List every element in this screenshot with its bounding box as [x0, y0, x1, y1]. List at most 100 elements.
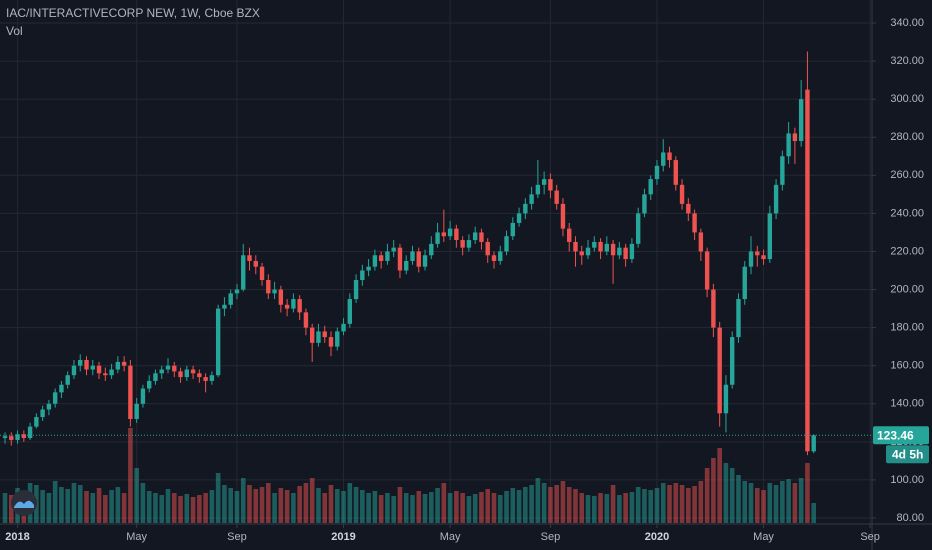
candle-body [560, 203, 566, 229]
candle-body [723, 384, 729, 414]
candle-body [222, 304, 227, 309]
candle-body [153, 373, 158, 381]
candle-body [15, 434, 20, 440]
logo[interactable] [11, 490, 37, 516]
volume-bar [686, 488, 691, 523]
candle-body [90, 365, 95, 370]
volume-bar [673, 483, 679, 523]
volume-bar [711, 458, 716, 523]
volume-bar [8, 495, 14, 523]
volume-bar [59, 487, 64, 523]
candle-body [40, 409, 45, 418]
candle-body [297, 299, 302, 313]
candle-body [34, 417, 39, 427]
y-tick-label: 180.00 [890, 322, 924, 334]
volume-bar [52, 481, 58, 523]
candle-body [573, 241, 578, 252]
volume-bar [328, 485, 334, 523]
candle-body [65, 375, 70, 385]
volume-bar [253, 489, 259, 523]
volume-bar [84, 491, 89, 523]
volume-bar [560, 481, 566, 523]
volume-bar [610, 485, 616, 523]
candle-body [780, 156, 785, 185]
candle-body [322, 331, 327, 338]
volume-bar [259, 487, 265, 523]
volume-bar [654, 488, 660, 523]
volume-bar [535, 478, 541, 523]
volume-bar [479, 492, 484, 523]
volume-bar [128, 428, 133, 523]
candle-body [328, 337, 334, 347]
volume-bar [334, 489, 340, 523]
volume-bar [159, 495, 165, 523]
volume-bar [554, 485, 559, 523]
volume-bar [504, 491, 509, 523]
volume-bar [598, 493, 603, 523]
candle-body [291, 299, 296, 309]
volume-bar [723, 463, 729, 523]
candle-body [404, 260, 409, 271]
volume-bar [353, 487, 359, 523]
y-tick-label: 80.00 [896, 512, 924, 524]
volume-bar [209, 490, 215, 523]
volume-bar [497, 495, 503, 523]
candle-body [140, 388, 146, 404]
candle-body [648, 179, 653, 195]
logo-shape[interactable] [14, 500, 34, 508]
candle-body [698, 232, 704, 252]
volume-bar [103, 495, 108, 523]
volume-bar [773, 485, 779, 523]
candle-body [366, 266, 371, 271]
candle-body [454, 228, 459, 241]
candle-body [416, 251, 421, 267]
logo-circle[interactable] [11, 490, 37, 516]
last-price-label: 123.46 [877, 428, 914, 442]
countdown-box [886, 445, 929, 464]
candle-body [598, 241, 603, 252]
y-tick-label: 280.00 [890, 131, 924, 143]
volume-bar [736, 475, 741, 523]
candle-body [341, 323, 346, 332]
candle-body [128, 365, 133, 419]
volume-bar [635, 487, 641, 523]
volume-bar [466, 496, 472, 523]
candle-body [686, 203, 691, 214]
candle-body [410, 251, 415, 261]
candle-body [604, 243, 610, 252]
volume-bar [215, 473, 221, 523]
volume-bar [780, 481, 785, 523]
candle-body [491, 255, 497, 261]
volume-bar [516, 490, 522, 523]
volume-label: Vol [6, 24, 23, 38]
volume-bar [491, 493, 497, 523]
candle-body [805, 89, 810, 452]
candle-body [704, 251, 710, 290]
candle-body [466, 240, 472, 248]
candle-body [460, 240, 465, 248]
volume-bar [284, 490, 290, 523]
volume-bar [541, 483, 547, 523]
volume-bar [90, 493, 96, 523]
volume-bar [303, 483, 309, 523]
candle-body [679, 184, 685, 204]
candle-body [498, 251, 503, 261]
volume-bar [278, 488, 284, 523]
candle-body [78, 359, 83, 366]
volume-bar [510, 488, 516, 523]
volume-bar [197, 495, 202, 523]
volume-bar [422, 494, 428, 523]
candle-body [2, 436, 8, 439]
candle-body [422, 255, 428, 267]
volume-bar [378, 495, 384, 523]
volume-bar [203, 493, 208, 523]
candle-body [378, 255, 384, 261]
volume-bar [247, 485, 252, 523]
volume-bar [291, 493, 296, 523]
volume-bar [529, 485, 534, 523]
x-tick-label: Sep [227, 531, 247, 543]
volume-bar [347, 483, 353, 523]
candle-body [730, 337, 735, 385]
candle-body [165, 365, 171, 370]
